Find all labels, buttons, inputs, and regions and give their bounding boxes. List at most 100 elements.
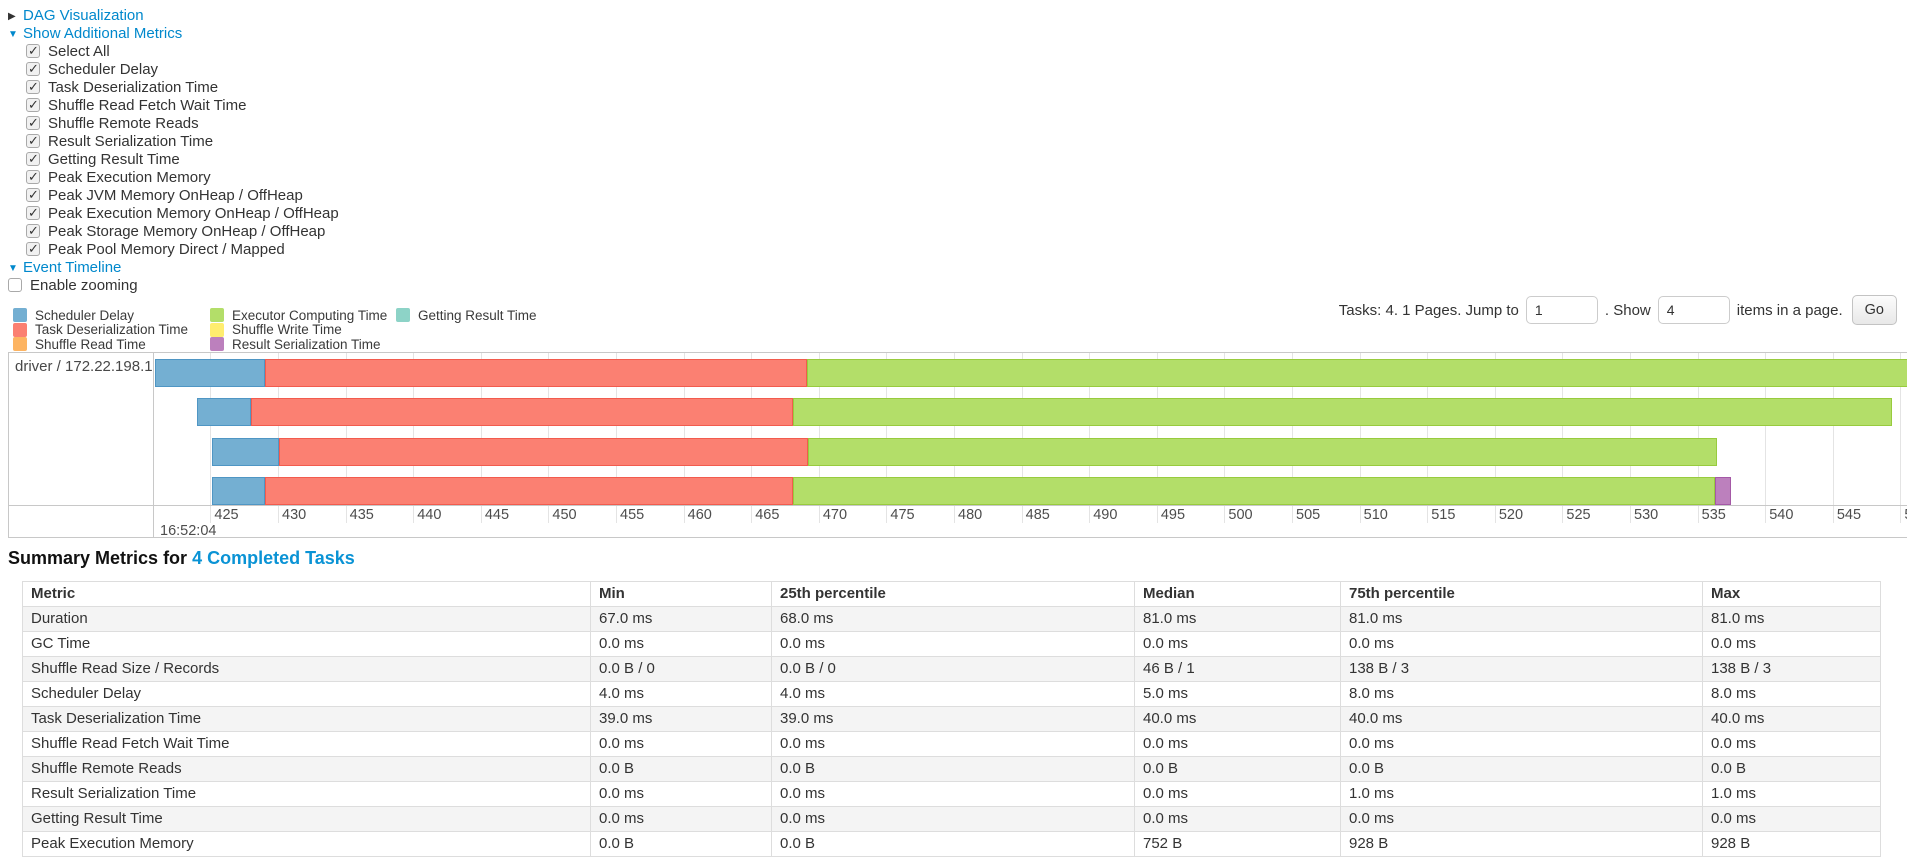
metric-checkbox-label[interactable]: Getting Result Time [48, 151, 180, 168]
tick-mark [413, 505, 415, 523]
metric-value-cell: 68.0 ms [771, 605, 1135, 632]
metric-value-cell: 1.0 ms [1702, 780, 1881, 807]
metric-checkbox[interactable] [26, 204, 40, 222]
go-button[interactable]: Go [1851, 295, 1897, 325]
enable-zooming-label[interactable]: Enable zooming [30, 277, 138, 294]
gridline [1697, 352, 1699, 505]
metric-checkbox[interactable] [26, 42, 40, 60]
result-serialization-swatch [210, 337, 224, 352]
metric-checkbox-label[interactable]: Peak Storage Memory OnHeap / OffHeap [48, 223, 326, 240]
metric-checkbox[interactable] [26, 168, 40, 186]
event-timeline-toggle[interactable]: ▼ Event Timeline [8, 259, 1907, 277]
metric-checkbox-label[interactable]: Peak Execution Memory [48, 169, 211, 186]
metric-checkbox-label[interactable]: Scheduler Delay [48, 61, 159, 78]
legend-item: Task Deserialization Time [13, 322, 210, 338]
metric-checkbox[interactable] [26, 132, 40, 150]
executor-computing-swatch [210, 308, 224, 323]
metric-checkbox-label[interactable]: Select All [48, 43, 110, 60]
tick-mark [1224, 505, 1226, 523]
axis-tick-label: 460 [687, 506, 712, 523]
completed-tasks-link[interactable]: 4 Completed Tasks [192, 547, 355, 568]
metric-value-cell: 138 B / 3 [1340, 655, 1703, 682]
metric-value-cell: 4.0 ms [590, 680, 772, 707]
metric-value-cell: 81.0 ms [1134, 605, 1341, 632]
axis-tick-label: 440 [417, 506, 442, 523]
axis-tick-label: 490 [1093, 506, 1118, 523]
metric-checkbox[interactable] [26, 60, 40, 78]
show-additional-metrics-toggle[interactable]: ▼ Show Additional Metrics [8, 25, 1907, 43]
gridline [818, 352, 820, 505]
timeline-task-bar[interactable] [211, 477, 1732, 505]
executor-group-label: driver / 172.22.198.104 [15, 357, 153, 375]
enable-zooming-checkbox[interactable] [8, 278, 22, 292]
metric-checkbox[interactable] [26, 150, 40, 168]
metric-checkbox[interactable] [26, 240, 40, 258]
show-additional-metrics-link[interactable]: Show Additional Metrics [23, 25, 183, 42]
legend-item: Getting Result Time [396, 308, 537, 323]
gridline [1832, 352, 1834, 505]
metric-value-cell: 40.0 ms [1340, 705, 1703, 732]
metric-value-cell: 0.0 ms [1134, 805, 1341, 832]
metric-checkbox[interactable] [26, 222, 40, 240]
metric-value-cell: 0.0 ms [1134, 730, 1341, 757]
timeline-task-bar[interactable] [211, 437, 1717, 466]
metric-value-cell: 0.0 ms [771, 730, 1135, 757]
metric-checkbox[interactable] [26, 78, 40, 96]
tick-mark [683, 505, 685, 523]
metric-checkbox[interactable] [26, 96, 40, 114]
table-row: Result Serialization Time 0.0 ms 0.0 ms 0.0… [22, 780, 1881, 807]
gridline [954, 352, 956, 505]
timeline-task-bar[interactable] [155, 358, 1907, 387]
table-row: Peak Execution Memory 0.0 B 0.0 B 752 B 928 … [22, 830, 1881, 857]
dag-visualization-link[interactable]: DAG Visualization [23, 7, 144, 24]
metric-name-cell: Task Deserialization Time [22, 705, 591, 732]
metric-checkbox-label[interactable]: Shuffle Read Fetch Wait Time [48, 97, 247, 114]
table-row: Getting Result Time 0.0 ms 0.0 ms 0.0 ms 0.0… [22, 805, 1881, 832]
metric-value-cell: 0.0 ms [1702, 730, 1881, 757]
metric-value-cell: 0.0 ms [771, 630, 1135, 657]
dag-visualization-toggle[interactable]: ▶ DAG Visualization [8, 7, 1907, 25]
jump-to-page-input[interactable] [1525, 296, 1598, 324]
table-row: Shuffle Read Fetch Wait Time 0.0 ms 0.0 ms… [22, 730, 1881, 757]
metric-checkbox-label[interactable]: Shuffle Remote Reads [48, 115, 199, 132]
metric-checkbox-row: Peak Storage Memory OnHeap / OffHeap [26, 222, 1907, 241]
metric-checkbox-label[interactable]: Result Serialization Time [48, 133, 214, 150]
metric-checkbox-label[interactable]: Peak JVM Memory OnHeap / OffHeap [48, 187, 303, 204]
axis-tick-label: 550 [1904, 507, 1907, 523]
metric-value-cell: 0.0 ms [1702, 630, 1881, 657]
arrow-down-icon: ▼ [8, 29, 18, 40]
legend-label: Task Deserialization Time [35, 322, 189, 338]
metric-checkbox[interactable] [26, 114, 40, 132]
legend-item: Shuffle Read Time [13, 337, 210, 352]
metric-value-cell: 0.0 B [771, 830, 1135, 857]
metric-checkbox[interactable] [26, 186, 40, 204]
scheduler-delay-segment [196, 398, 251, 426]
executor-computing-segment [808, 437, 1717, 466]
task-deserialization-segment [264, 477, 794, 505]
collapsible-sections: ▶ DAG Visualization ▼ Show Additional Metr… [0, 0, 1907, 295]
legend-label: Result Serialization Time [232, 336, 381, 352]
tick-mark [1292, 505, 1294, 523]
metric-checkbox-label[interactable]: Task Deserialization Time [48, 79, 219, 96]
table-row: Duration 67.0 ms 68.0 ms 81.0 ms 81.0 ms 81.0… [22, 605, 1881, 632]
gridline [413, 352, 415, 505]
legend-label: Shuffle Read Time [35, 336, 146, 352]
items-per-page-input[interactable] [1657, 296, 1730, 324]
gridline [751, 352, 753, 505]
metric-value-cell: 0.0 ms [590, 730, 772, 757]
axis-tick-label: 425 [214, 506, 239, 523]
metric-value-cell: 0.0 B [1702, 755, 1881, 782]
legend-item: Scheduler Delay [13, 308, 210, 323]
summary-metrics-title: Summary Metrics for 4 Completed Tasks [8, 548, 1907, 569]
event-timeline-link[interactable]: Event Timeline [23, 259, 122, 276]
axis-tick-label: 455 [620, 506, 645, 523]
metric-name-cell: Result Serialization Time [22, 780, 591, 807]
timeline-task-bar[interactable] [196, 398, 1893, 426]
metric-checkbox-label[interactable]: Peak Pool Memory Direct / Mapped [48, 241, 285, 258]
gridline [1224, 352, 1226, 505]
metric-checkbox-row: Peak Execution Memory [26, 168, 1907, 187]
metric-checkbox-label[interactable]: Peak Execution Memory OnHeap / OffHeap [48, 205, 339, 222]
axis-tick-label: 445 [484, 506, 510, 523]
gridline [1156, 352, 1158, 505]
table-row: Shuffle Read Size / Records 0.0 B / 0 0.0 … [22, 655, 1881, 682]
